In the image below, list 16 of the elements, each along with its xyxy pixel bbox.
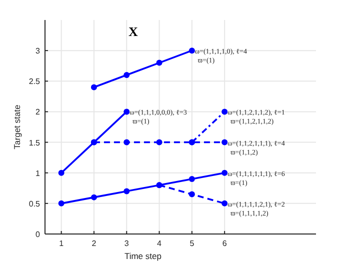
x-tick-label: 5: [190, 239, 195, 248]
y-tick-label: 1.5: [28, 138, 41, 148]
y-tick-label: 2: [36, 108, 41, 117]
y-tick-label: 1: [36, 168, 41, 178]
x-tick-label: 4: [157, 239, 162, 248]
y-tick-label: 0: [36, 230, 41, 239]
y-tick-label: 3: [36, 46, 41, 56]
y-tick-label: 0.5: [28, 199, 41, 208]
x-axis-title: Time step: [124, 251, 162, 261]
x-tick-label: 2: [92, 239, 97, 248]
x-tick-label: 1: [59, 239, 64, 248]
chart-title: X: [128, 24, 138, 39]
y-tick-label: 2.5: [28, 77, 41, 86]
x-tick-label: 3: [124, 239, 130, 248]
y-axis-title: Target state: [12, 104, 22, 150]
x-tick-label: 6: [222, 239, 228, 248]
